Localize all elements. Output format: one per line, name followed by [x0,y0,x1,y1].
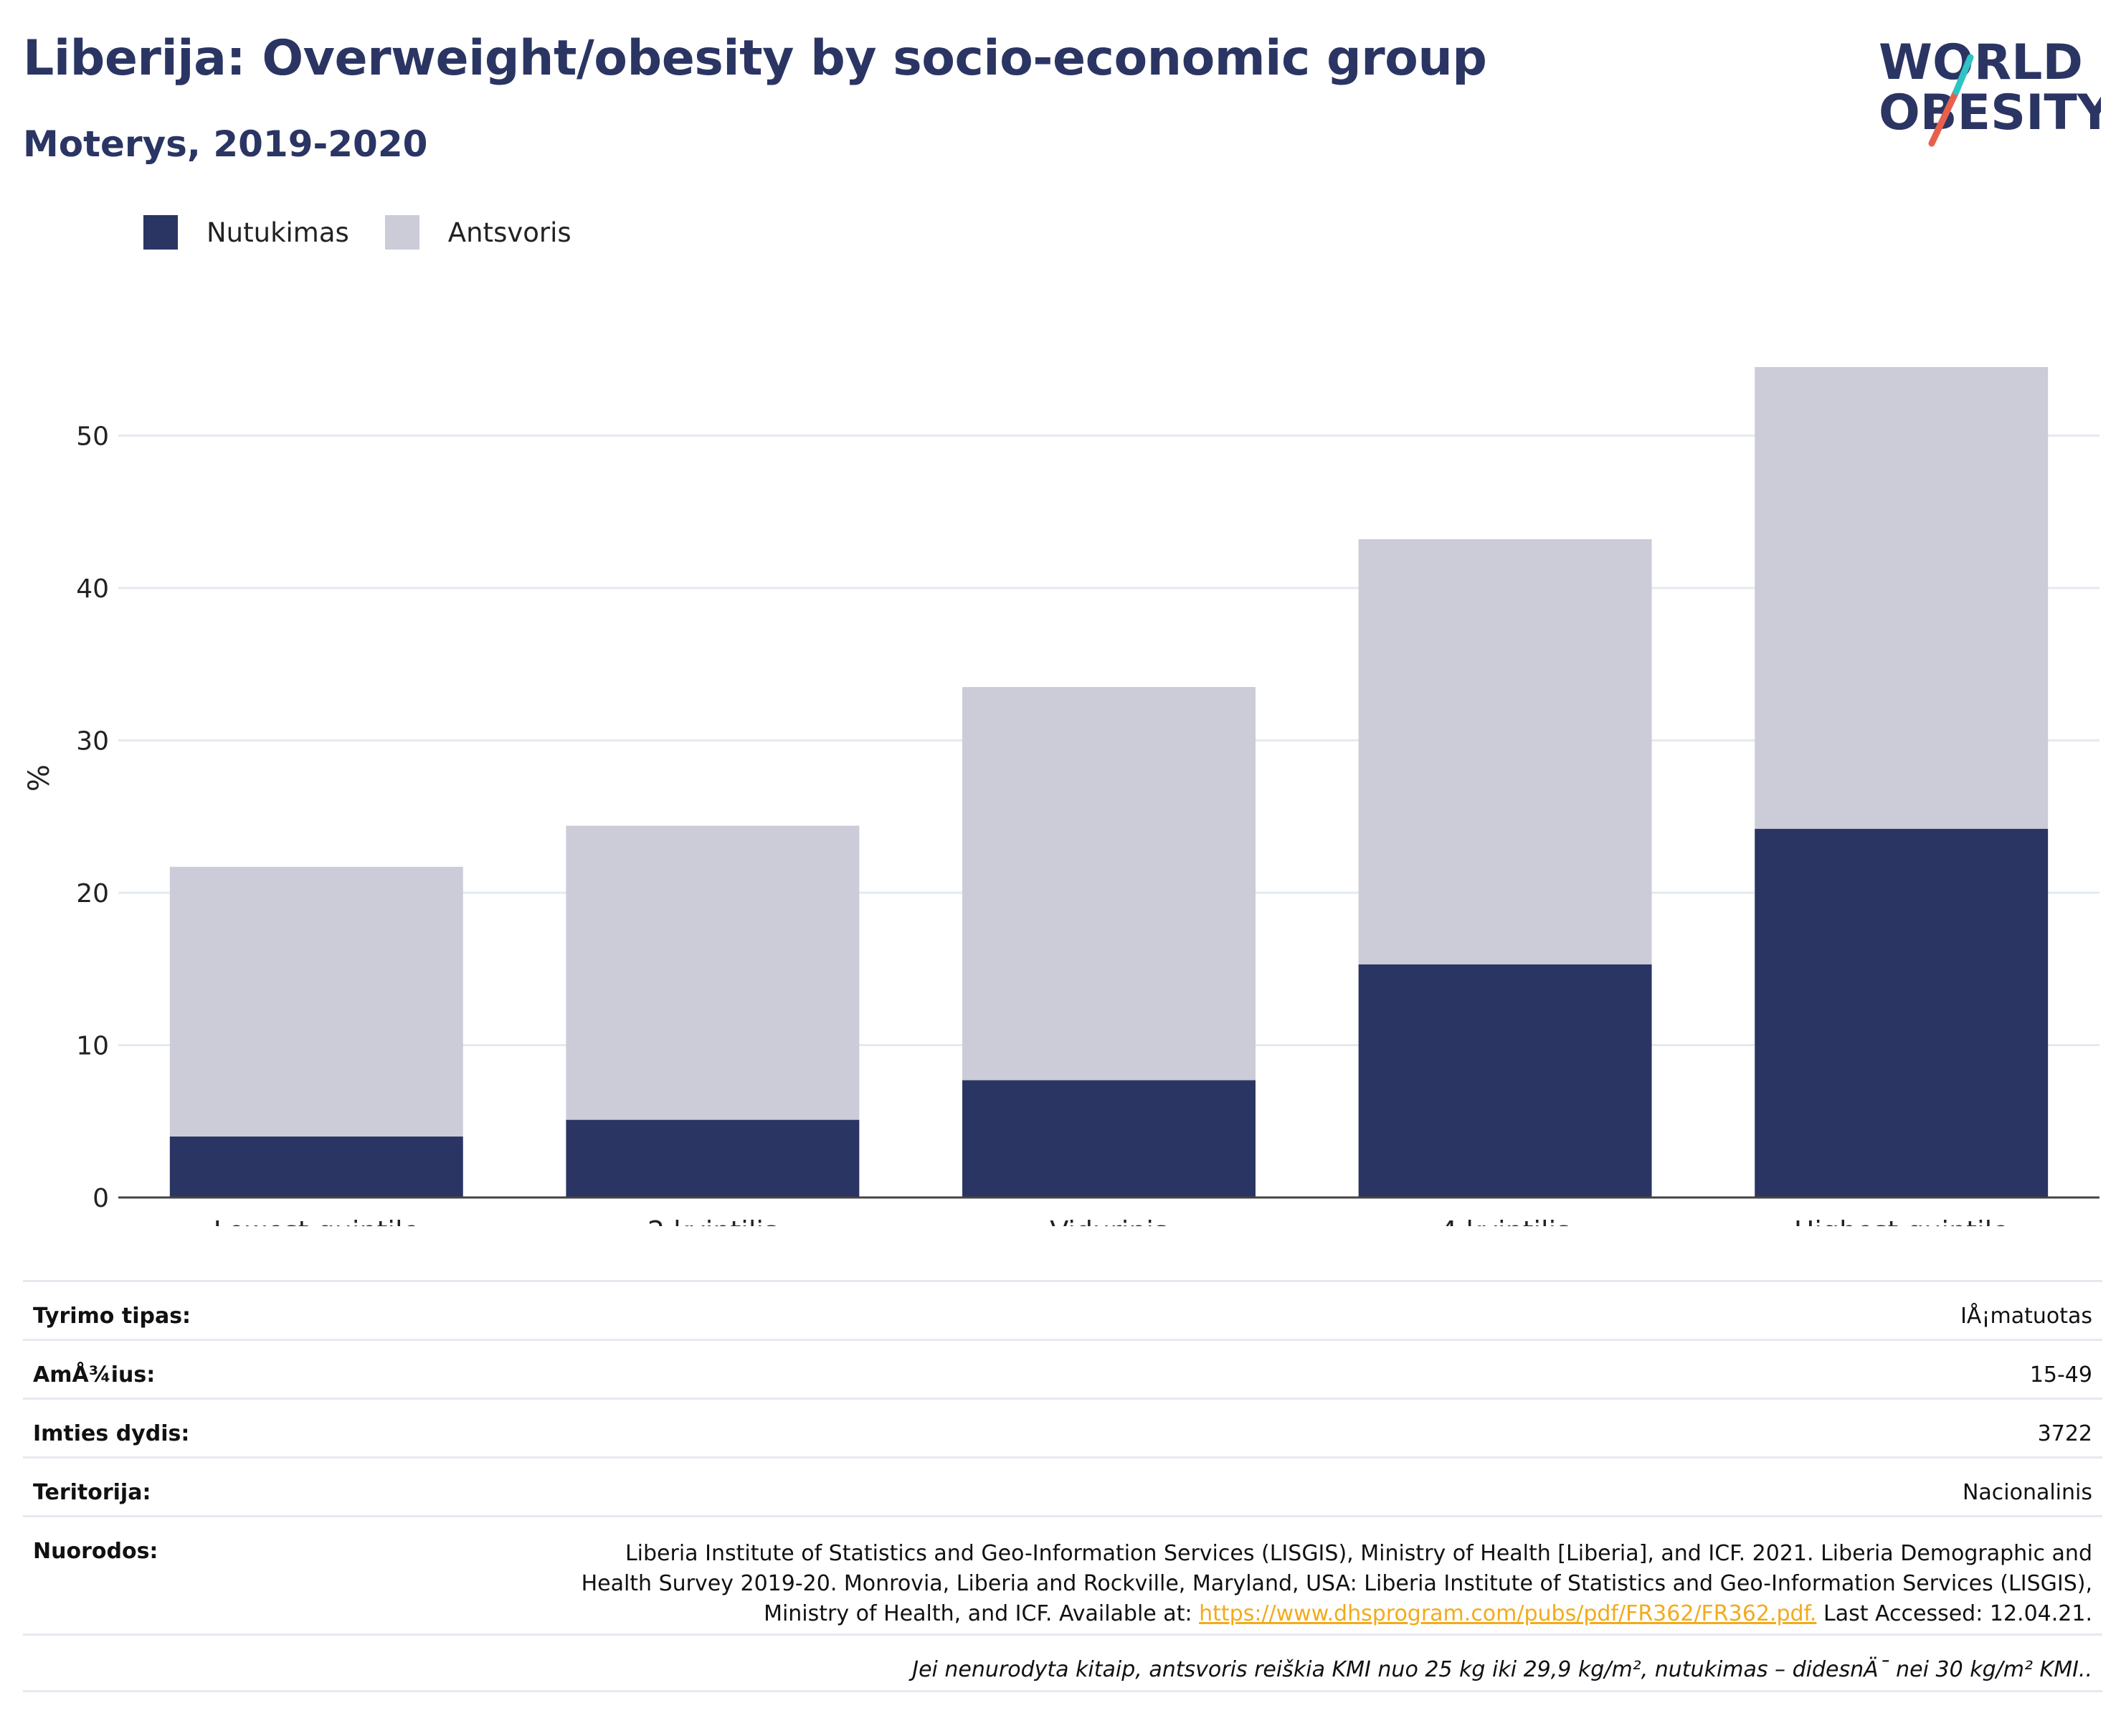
chart-legend: Nutukimas Antsvoris [143,214,607,251]
page-title: Liberija: Overweight/obesity by socio-ec… [23,30,1487,87]
legend-swatch-overweight [384,215,419,250]
y-axis-label: % [23,764,56,792]
info-row-survey-type: Tyrimo tipas: IÅ¡matuotas [23,1280,2102,1339]
info-value: Nacionalinis [1962,1480,2092,1505]
bar-segment-overweight[interactable] [1755,366,2049,829]
bar-segment-overweight[interactable] [566,825,860,1120]
info-label: Teritorija: [33,1480,151,1505]
logo-line2: OBESITY [1879,85,2101,141]
stacked-bar-chart: 0 10 20 30 40 50% Lowest quintile 2 kvintilis Vi… [23,366,2099,1226]
references-text: Liberia Institute of Statistics and Geo-… [551,1539,2092,1629]
references-text-after: Last Accessed: 12.04.21. [1816,1601,2092,1626]
bar-segment-overweight[interactable] [962,687,1256,1081]
info-row-territory: Teritorija: Nacionalinis [23,1456,2102,1515]
info-label: Tyrimo tipas: [33,1304,191,1329]
info-value: IÅ¡matuotas [1960,1304,2092,1329]
info-value: 15-49 [2029,1362,2092,1388]
info-row-note: Jei nenurodyta kitaip, antsvoris reiškia… [23,1633,2102,1692]
info-label: AmÅ¾ius: [33,1362,156,1388]
x-tick-label: 2 kvintilis [647,1215,778,1226]
legend-swatch-obesity [143,215,178,250]
legend-item-obesity[interactable]: Nutukimas [143,215,349,250]
x-tick-label: 4 kvintilis [1440,1215,1570,1226]
bar-segment-obesity[interactable] [1358,964,1652,1197]
references-link[interactable]: https://www.dhsprogram.com/pubs/pdf/FR36… [1199,1601,1817,1626]
info-row-references: Nuorodos: Liberia Institute of Statistic… [23,1515,2102,1633]
logo-slash-red [1928,88,1960,147]
bar-segment-obesity[interactable] [169,1137,463,1197]
bars [169,366,2049,1197]
world-obesity-logo: WORLD OBESITY [1864,22,2113,151]
x-tick-label: Vidurinis [1050,1215,1168,1226]
legend-label-overweight: Antsvoris [447,217,571,248]
y-tick-label: 40 [76,574,109,604]
info-value: 3722 [2037,1421,2092,1446]
y-tick-label: 20 [76,879,109,909]
info-table: Tyrimo tipas: IÅ¡matuotas AmÅ¾ius: 15-49… [23,1280,2102,1692]
info-label: Nuorodos: [33,1539,158,1564]
page-subtitle: Moterys, 2019-2020 [23,123,428,165]
legend-label-obesity: Nutukimas [207,217,349,248]
y-tick-label: 0 [92,1184,109,1213]
references-text-before: Liberia Institute of Statistics and Geo-… [581,1541,2092,1626]
axes: 0 10 20 30 40 50% Lowest quintile 2 kvintilis Vi… [23,422,2099,1226]
x-tick-label: Lowest quintile [214,1215,419,1226]
bar-segment-obesity[interactable] [962,1080,1256,1197]
bar-segment-obesity[interactable] [1755,828,2049,1197]
info-label: Imties dydis: [33,1421,190,1446]
bar-segment-overweight[interactable] [1358,539,1652,964]
bar-segment-overweight[interactable] [169,866,463,1137]
logo-slash-teal [1952,54,1974,95]
x-tick-label: Highest quintile [1794,1215,2009,1226]
info-row-age: AmÅ¾ius: 15-49 [23,1339,2102,1398]
info-row-sample-size: Imties dydis: 3722 [23,1398,2102,1456]
definition-note: Jei nenurodyta kitaip, antsvoris reiškia… [912,1657,2092,1682]
y-tick-label: 10 [76,1032,109,1061]
y-tick-label: 30 [76,727,109,756]
y-tick-label: 50 [76,422,109,452]
legend-item-overweight[interactable]: Antsvoris [384,215,571,250]
bar-segment-obesity[interactable] [566,1119,860,1197]
logo-line1: WORLD [1879,34,2083,91]
